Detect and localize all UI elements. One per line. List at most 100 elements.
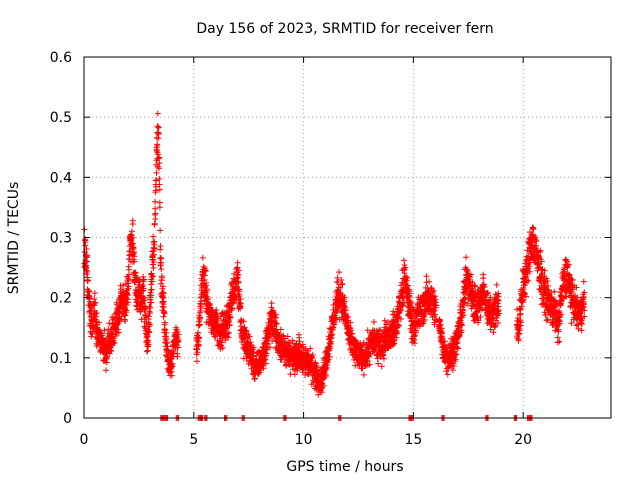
data-point: [518, 319, 525, 326]
data-point: [407, 299, 414, 306]
data-point: [122, 317, 129, 324]
data-point: [141, 323, 148, 330]
data-point: [487, 326, 494, 333]
data-point: [89, 330, 96, 337]
data-point: [514, 334, 521, 341]
data-point: [480, 271, 487, 278]
data-point: [495, 310, 502, 317]
data-point: [390, 308, 397, 315]
data-point: [477, 313, 484, 320]
data-point: [202, 267, 209, 274]
data-point: [438, 330, 445, 337]
data-point: [140, 285, 147, 292]
data-point: [131, 258, 138, 265]
data-point: [568, 320, 575, 327]
data-point: [240, 318, 247, 325]
data-point: [197, 315, 204, 322]
data-point: [152, 210, 159, 217]
data-point: [163, 352, 170, 359]
data-point: [544, 316, 551, 323]
data-point: [262, 356, 269, 363]
data-point: [460, 302, 467, 309]
data-point: [538, 258, 545, 265]
x-tick-label: 20: [514, 432, 532, 448]
data-point: [154, 151, 161, 158]
data-point: [148, 299, 155, 306]
data-point: [551, 288, 558, 295]
data-point: [156, 181, 163, 188]
data-point: [146, 329, 153, 336]
data-point: [142, 295, 149, 302]
data-point: [296, 338, 303, 345]
data-point: [168, 372, 175, 379]
data-point: [444, 371, 451, 378]
data-point: [394, 321, 401, 328]
data-point: [82, 239, 89, 246]
data-point: [411, 333, 418, 340]
data-point: [157, 243, 164, 250]
data-point: [525, 278, 532, 285]
data-point: [262, 360, 269, 367]
data-point: [120, 282, 127, 289]
data-point: [123, 309, 130, 316]
data-point: [154, 142, 161, 149]
data-point: [453, 336, 460, 343]
x-tick-labels: 0 5 10 15 20: [80, 432, 533, 448]
data-point: [146, 321, 153, 328]
data-point: [169, 360, 176, 367]
data-point: [430, 288, 437, 295]
data-point: [86, 296, 93, 303]
data-point: [421, 313, 428, 320]
data-point: [91, 290, 98, 297]
data-point: [568, 289, 575, 296]
data-point: [578, 320, 585, 327]
data-point: [129, 234, 136, 241]
data-point: [337, 284, 344, 291]
data-point: [318, 386, 325, 393]
data-point: [377, 326, 384, 333]
y-tick-labels: 0 0.1 0.2 0.3 0.4 0.5 0.6: [50, 50, 72, 427]
data-point: [480, 281, 487, 288]
data-point: [433, 302, 440, 309]
data-point: [196, 321, 203, 328]
y-tick-label: 0.5: [50, 110, 72, 126]
data-point: [236, 286, 243, 293]
data-point: [426, 278, 433, 285]
data-point: [235, 267, 242, 274]
data-point: [537, 248, 544, 255]
y-tick-label: 0.1: [50, 351, 72, 367]
data-point: [328, 334, 335, 341]
data-point: [213, 312, 220, 319]
data-point: [580, 300, 587, 307]
data-point: [304, 370, 311, 377]
data-point: [241, 324, 248, 331]
data-point: [273, 321, 280, 328]
data-point: [544, 278, 551, 285]
data-point: [543, 300, 550, 307]
data-point: [570, 296, 577, 303]
data-point: [266, 344, 273, 351]
data-point: [98, 332, 105, 339]
data-point: [471, 282, 478, 289]
data-point: [366, 353, 373, 360]
data-point: [161, 319, 168, 326]
data-point: [112, 332, 119, 339]
data-point: [233, 283, 240, 290]
data-point: [199, 254, 206, 261]
data-point: [219, 344, 226, 351]
data-point: [438, 325, 445, 332]
data-point: [536, 285, 543, 292]
data-point: [333, 314, 340, 321]
data-point: [532, 234, 539, 241]
data-point: [161, 310, 168, 317]
data-point: [129, 217, 136, 224]
data-point: [168, 368, 175, 375]
data-point: [349, 330, 356, 337]
data-point: [111, 340, 118, 347]
data-point: [393, 330, 400, 337]
data-point: [330, 324, 337, 331]
data-point: [452, 352, 459, 359]
data-point: [341, 303, 348, 310]
